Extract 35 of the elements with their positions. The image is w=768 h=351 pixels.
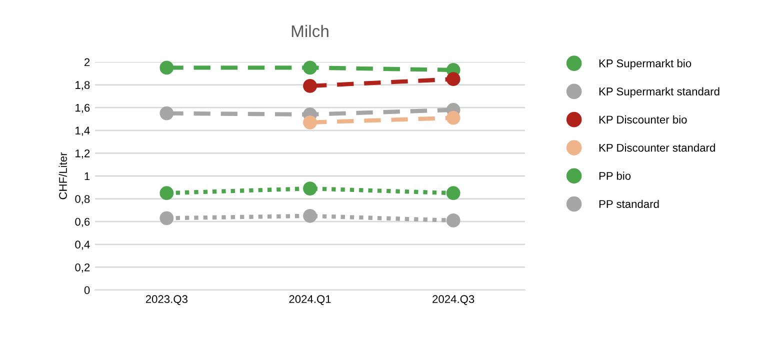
y-tick-label: 1,4	[76, 126, 90, 136]
x-tick-label: 2023.Q3	[146, 295, 188, 306]
legend-label: PP bio	[599, 172, 631, 180]
point	[446, 186, 460, 200]
legend-label: KP Discounter bio	[599, 115, 687, 124]
y-axis-title: CHF/Liter	[58, 152, 67, 200]
y-tick-label: 0,8	[75, 195, 90, 204]
point	[303, 78, 317, 93]
point	[446, 214, 460, 228]
y-tick-label: 0	[84, 286, 90, 294]
x-tick-label: 2024.Q3	[432, 295, 474, 306]
y-tick-label: 1,6	[76, 104, 90, 114]
point	[303, 208, 317, 223]
legend-label: KP Supermarkt standard	[599, 87, 720, 98]
y-tick-label: 1,2	[76, 149, 90, 159]
point	[303, 115, 317, 130]
legend-label: KP Discounter standard	[599, 144, 715, 152]
point	[160, 60, 174, 75]
point	[303, 60, 317, 75]
legend-label: KP Supermarkt bio	[599, 59, 692, 70]
y-tick-label: 2	[84, 58, 90, 66]
point	[160, 186, 174, 200]
point	[160, 211, 174, 226]
y-tick-label: 0,6	[75, 218, 90, 228]
point	[303, 182, 317, 196]
chart-title: Milch	[292, 24, 328, 38]
point	[446, 72, 460, 86]
y-tick-label: 0,4	[75, 240, 90, 250]
x-tick-label: 2024.Q1	[289, 295, 331, 306]
y-tick-label: 1	[84, 172, 90, 180]
y-tick-label: 0,2	[75, 263, 90, 273]
y-tick-label: 1,8	[76, 81, 90, 90]
point	[446, 110, 460, 125]
point	[160, 106, 174, 120]
legend-label: PP standard	[599, 200, 659, 208]
